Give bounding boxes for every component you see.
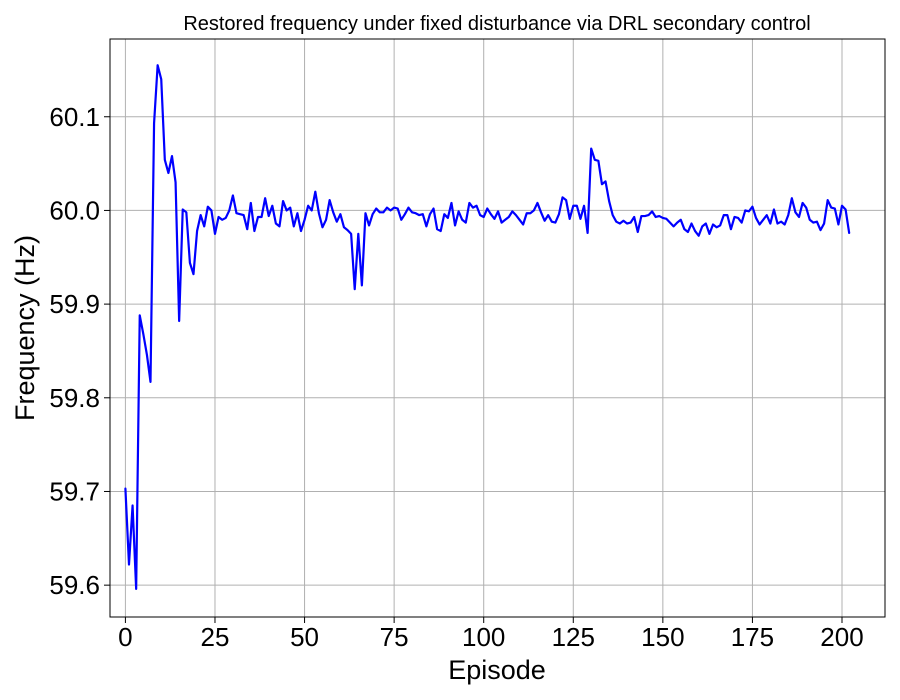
- y-axis-label: Frequency (Hz): [10, 235, 40, 421]
- chart-title: Restored frequency under fixed disturban…: [183, 13, 810, 35]
- ticks: 0 25 50 75 100 125 150 175 200 59.6 59.7 59.8 59.9 60…: [49, 102, 863, 652]
- frequency-series-line: [124, 64, 851, 591]
- y-tick-label: 59.7: [49, 476, 100, 506]
- x-tick-label: 25: [201, 622, 230, 652]
- series-layer: [124, 64, 851, 591]
- x-tick-label: 150: [641, 622, 684, 652]
- x-tick-label: 200: [820, 622, 863, 652]
- x-tick-label: 125: [552, 622, 595, 652]
- y-tick-label: 60.0: [49, 195, 100, 225]
- x-axis-label: Episode: [448, 655, 546, 685]
- y-tick-label: 59.6: [49, 570, 100, 600]
- x-tick-label: 100: [462, 622, 505, 652]
- x-tick-label: 50: [290, 622, 319, 652]
- y-tick-label: 59.9: [49, 289, 100, 319]
- x-tick-label: 175: [731, 622, 774, 652]
- y-tick-label: 60.1: [49, 102, 100, 132]
- grid: [110, 39, 885, 617]
- x-tick-label: 0: [118, 622, 132, 652]
- y-tick-label: 59.8: [49, 383, 100, 413]
- x-tick-label: 75: [380, 622, 409, 652]
- plot-frame: [109, 38, 886, 618]
